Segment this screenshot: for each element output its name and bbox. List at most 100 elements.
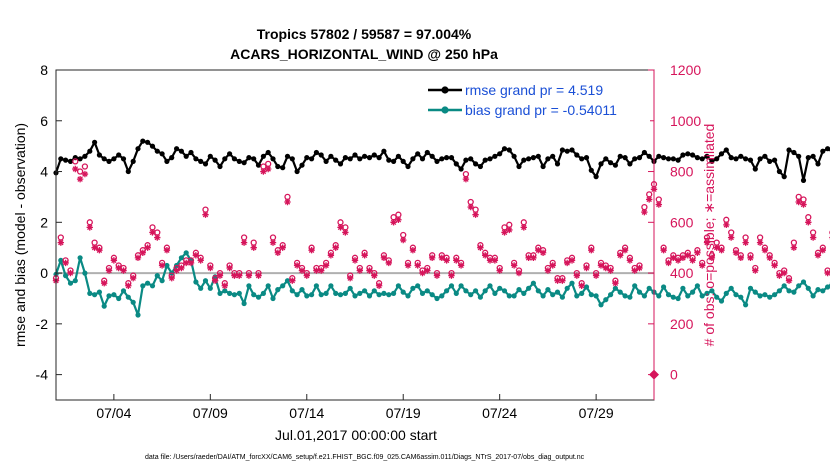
obs-assimilated-marker (636, 264, 643, 272)
obs-assimilated-marker (356, 267, 364, 274)
rmse-point (164, 158, 170, 164)
obs-assimilated-marker (91, 244, 98, 251)
obs-assimilated-marker (612, 280, 619, 287)
obs-assimilated-marker (293, 262, 301, 269)
rmse-point (458, 166, 464, 172)
rmse-point (255, 162, 262, 168)
bias-point (810, 293, 816, 299)
obs-series (52, 158, 830, 380)
rmse-point (699, 156, 705, 162)
left-tick-label: 0 (40, 265, 48, 281)
rmse-point (333, 157, 339, 163)
obs-assimilated-marker (231, 272, 238, 279)
obs-assimilated-marker (361, 252, 368, 259)
bias-point (111, 292, 117, 298)
y-axis-label-left: rmse and bias (model - observation) (12, 123, 28, 347)
bias-point (241, 300, 247, 307)
obs-assimilated-marker (602, 264, 609, 272)
rmse-point (670, 156, 676, 162)
obs-assimilated-marker (819, 247, 826, 254)
rmse-point (304, 155, 310, 161)
obs-assimilated-marker (216, 272, 224, 279)
rmse-point (564, 148, 570, 154)
obs-assimilated-marker (694, 249, 701, 256)
rmse-point (145, 139, 151, 145)
obs-assimilated-marker (371, 272, 378, 279)
bias-point (231, 292, 237, 298)
legend-box (420, 76, 650, 122)
rmse-point (463, 157, 469, 163)
obs-assimilated-marker (207, 264, 214, 272)
rmse-point (120, 156, 127, 162)
bias-point (116, 295, 122, 302)
obs-assimilated-marker (573, 272, 581, 279)
obs-assimilated-marker (679, 254, 687, 262)
obs-assimilated-marker (308, 247, 315, 254)
obs-assimilated-marker (120, 267, 127, 274)
rmse-point (270, 156, 276, 162)
bias-point (796, 283, 802, 289)
obs-assimilated-marker (785, 277, 793, 284)
obs-assimilated-marker (699, 262, 706, 269)
bias-point (265, 283, 271, 289)
obs-assimilated-marker (535, 247, 542, 254)
bias-point (661, 284, 667, 290)
x-tick-label: 07/04 (96, 405, 131, 421)
obs-assimilated-marker (76, 175, 84, 183)
bias-point (145, 280, 151, 286)
bias-point (477, 294, 483, 300)
rmse-point (781, 174, 787, 180)
bias-point (468, 292, 474, 298)
obs-assimilated-marker (322, 262, 330, 269)
rmse-point (58, 156, 64, 162)
rmse-point (641, 149, 648, 156)
rmse-point (183, 153, 189, 159)
obs-possible-marker (790, 239, 798, 246)
bias-point (530, 280, 537, 286)
left-tick-label: 4 (40, 164, 48, 180)
obs-assimilated-marker (776, 272, 783, 279)
obs-assimilated-marker (134, 254, 142, 262)
bias-point (583, 284, 590, 290)
rmse-point (747, 157, 754, 163)
obs-assimilated-marker (390, 219, 397, 226)
obs-assimilated-marker (515, 269, 523, 277)
rmse-point (636, 155, 643, 161)
obs-assimilated-marker (105, 267, 113, 274)
bias-point (198, 285, 204, 291)
rmse-point (559, 147, 566, 153)
rmse-point (106, 158, 112, 164)
bias-point (405, 293, 411, 299)
rmse-point (569, 147, 575, 153)
bias-point (227, 290, 233, 296)
obs-possible-marker (805, 214, 812, 221)
rmse-point (627, 161, 633, 167)
bias-point (569, 280, 575, 286)
bias-point (217, 290, 223, 296)
rmse-point (622, 155, 628, 161)
bias-point (284, 278, 291, 284)
obs-assimilated-marker (409, 247, 417, 254)
bias-point (656, 293, 662, 299)
obs-assimilated-marker (260, 168, 267, 175)
bias-point (106, 293, 112, 299)
rmse-point (125, 168, 131, 175)
bias-point (617, 289, 623, 295)
bias-point (772, 292, 778, 298)
bias-point (680, 285, 686, 291)
obs-assimilated-marker (607, 267, 614, 274)
bias-point (202, 278, 209, 284)
bias-point (723, 290, 729, 296)
obs-assimilated-marker (809, 234, 817, 241)
bias-point (492, 290, 498, 296)
bias-point (511, 293, 517, 299)
bias-point (762, 292, 768, 298)
bias-point (805, 285, 811, 291)
obs-assimilated-marker (101, 280, 108, 287)
rmse-point (275, 163, 281, 170)
obs-assimilated-marker (588, 247, 595, 254)
bias-point (627, 294, 633, 300)
bias-point (67, 280, 74, 286)
rmse-point (762, 153, 768, 159)
obs-assimilated-marker (395, 216, 402, 223)
